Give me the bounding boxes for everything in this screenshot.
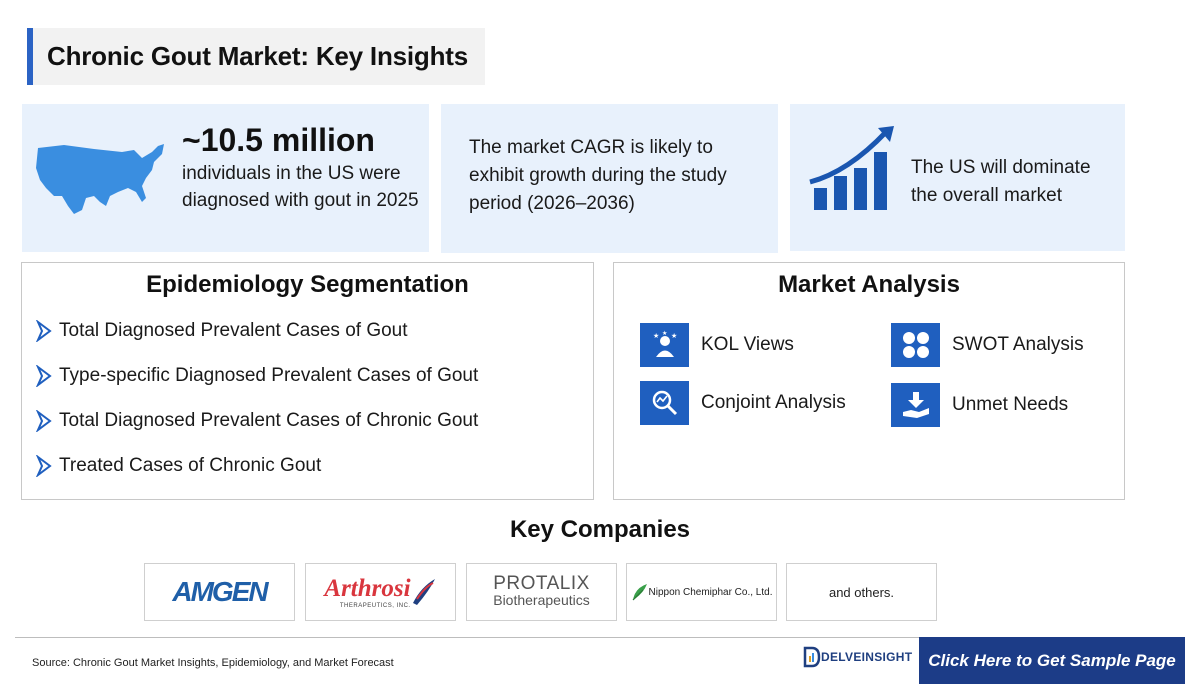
kol-icon: ★ ★ ★ (640, 323, 689, 367)
nippon-logo: Nippon Chemiphar Co., Ltd. (648, 586, 773, 598)
nippon-leaf-icon (632, 584, 647, 601)
stat-card-cagr: The market CAGR is likely to exhibit gro… (441, 104, 778, 253)
delveinsight-brand: DELVEINSIGHT (821, 650, 913, 664)
sample-page-button[interactable]: Click Here to Get Sample Page (919, 637, 1185, 684)
page-title: Chronic Gout Market: Key Insights (47, 41, 469, 71)
title-box: Chronic Gout Market: Key Insights (27, 28, 485, 85)
ma-item-conjoint: Conjoint Analysis (640, 381, 846, 425)
card3-text: The US will dominate the overall market (911, 157, 1091, 206)
list-item-label: Total Diagnosed Prevalent Cases of Chron… (59, 410, 479, 431)
list-item: Treated Cases of Chronic Gout (34, 455, 321, 477)
epidemiology-panel: Epidemiology Segmentation Total Diagnose… (21, 262, 594, 500)
chevron-right-icon (36, 455, 52, 477)
list-item-label: Total Diagnosed Prevalent Cases of Gout (59, 320, 408, 341)
delveinsight-logo-icon (803, 646, 821, 668)
delveinsight-logo: DELVEINSIGHT (803, 646, 912, 668)
stat-card-diagnosed: ~10.5 million individuals in the US were… (22, 104, 429, 252)
list-item-label: Treated Cases of Chronic Gout (59, 455, 322, 476)
unmet-needs-icon (891, 383, 940, 427)
protalix-subtitle: Biotherapeutics (493, 592, 590, 608)
svg-text:★: ★ (671, 332, 677, 340)
ma-label: SWOT Analysis (952, 334, 1084, 355)
ma-label: Unmet Needs (952, 394, 1069, 415)
card1-text: individuals in the US were diagnosed wit… (182, 163, 419, 211)
stat-card-us-dominate: The US will dominate the overall market (790, 104, 1125, 251)
svg-text:★: ★ (653, 332, 659, 340)
chevron-right-icon (36, 320, 52, 342)
growth-chart-icon (809, 126, 894, 210)
chevron-right-icon (36, 410, 52, 432)
footer-divider (15, 637, 1185, 638)
arthrosi-swoosh-icon (412, 579, 435, 605)
big-number: ~10.5 million (182, 122, 375, 158)
ma-item-kol: ★ ★ ★ KOL Views (640, 323, 794, 367)
company-logo-protalix: PROTALIX Biotherapeutics (466, 563, 617, 621)
list-item-label: Type-specific Diagnosed Prevalent Cases … (59, 365, 479, 386)
list-item: Total Diagnosed Prevalent Cases of Chron… (34, 410, 478, 432)
protalix-logo: PROTALIX (493, 573, 590, 594)
others-label: and others. (828, 584, 895, 600)
company-logo-amgen: AMGEN (144, 563, 295, 621)
ma-item-unmet-needs: Unmet Needs (891, 383, 1068, 427)
amgen-logo: AMGEN (172, 576, 268, 607)
ma-label: Conjoint Analysis (701, 392, 846, 413)
company-logo-nippon: Nippon Chemiphar Co., Ltd. (626, 563, 777, 621)
chevron-right-icon (36, 365, 52, 387)
ma-item-swot: SWOT Analysis (891, 323, 1084, 367)
key-companies-title: Key Companies (509, 516, 691, 543)
source-text: Source: Chronic Gout Market Insights, Ep… (32, 657, 394, 669)
list-item: Total Diagnosed Prevalent Cases of Gout (34, 320, 408, 342)
market-analysis-panel: Market Analysis ★ ★ ★ KOL Views SWOT Analy… (613, 262, 1125, 500)
company-others: and others. (786, 563, 937, 621)
conjoint-icon (640, 381, 689, 425)
swot-icon (891, 323, 940, 367)
arthrosi-subtitle: THERAPEUTICS, INC. (339, 603, 411, 609)
company-logo-arthrosi: Arthrosi THERAPEUTICS, INC. (305, 563, 456, 621)
ma-label: KOL Views (701, 334, 794, 355)
market-analysis-title: Market Analysis (778, 271, 960, 298)
us-map-icon (36, 144, 164, 214)
epidemiology-title: Epidemiology Segmentation (146, 271, 469, 298)
list-item: Type-specific Diagnosed Prevalent Cases … (34, 365, 478, 387)
svg-text:★: ★ (662, 330, 667, 337)
card2-text: The market CAGR is likely to exhibit gro… (469, 137, 727, 214)
arthrosi-logo: Arthrosi (324, 575, 411, 602)
